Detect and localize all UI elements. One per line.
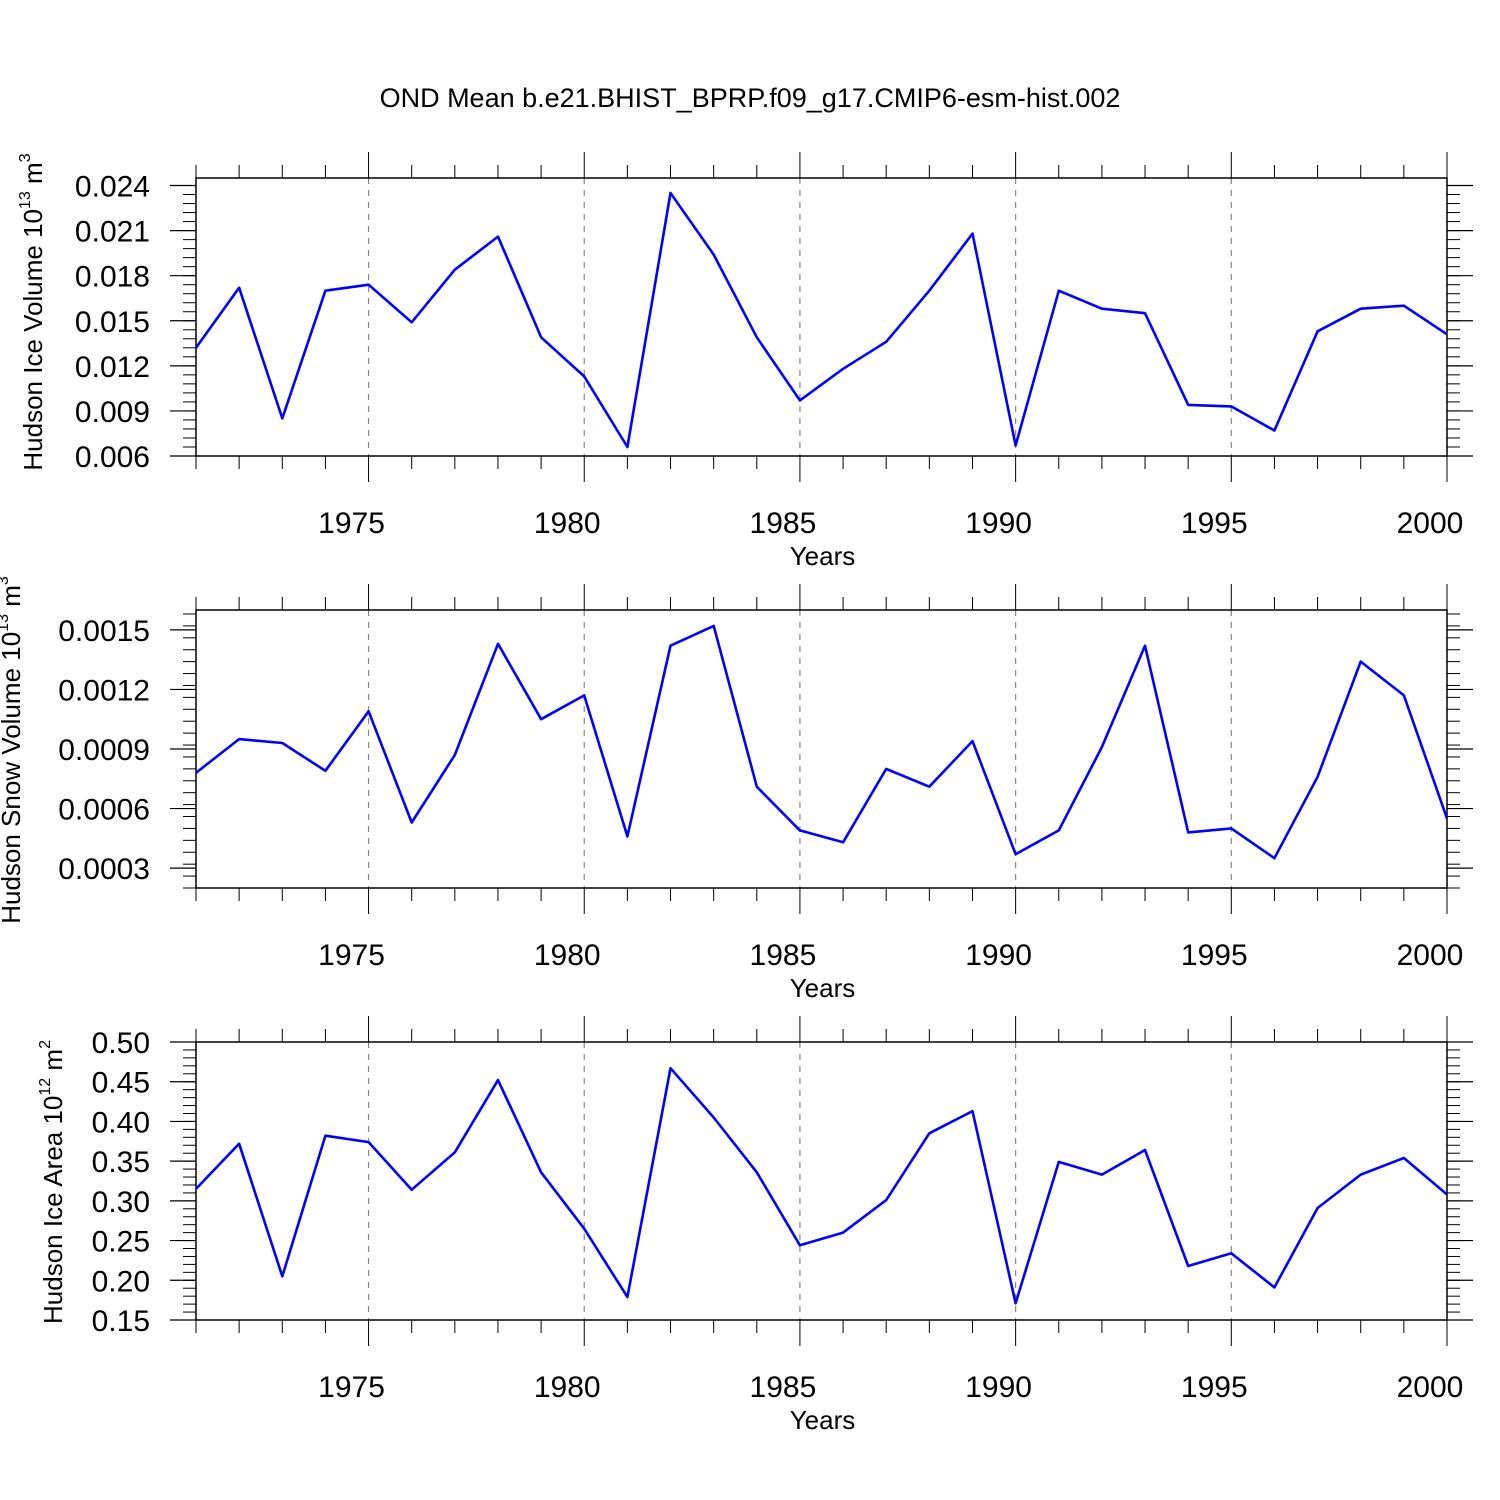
x-tick-label: 1985	[750, 1371, 817, 1404]
y-axis-title-text: Hudson Ice Area 10	[38, 1096, 68, 1324]
y-tick-label: 0.35	[92, 1146, 150, 1179]
panel-3: 0.15 0.20 0.25 0.30 0.35 0.40 0.45 0.50 1975 1980…	[37, 1016, 1473, 1435]
x-tick-label: 1990	[965, 507, 1032, 540]
x-axis-title: Years	[790, 541, 856, 571]
series-line	[195, 624, 1449, 860]
x-tick-label: 1995	[1181, 939, 1248, 972]
y-axis-unit: m	[0, 585, 26, 614]
plot-frame	[195, 609, 1448, 889]
y-axis-unit: m	[38, 1049, 68, 1078]
x-tick-label: 1980	[534, 507, 601, 540]
y-axis-unit-exponent: 3	[17, 153, 34, 162]
x-tick-label: 1995	[1181, 507, 1248, 540]
chart-title: OND Mean b.e21.BHIST_BPRP.f09_g17.CMIP6-…	[380, 83, 1121, 113]
series-line	[194, 191, 1448, 449]
x-tick-label: 1975	[318, 1371, 385, 1404]
x-tick-label: 2000	[1397, 507, 1464, 540]
y-axis-unit-exponent: 2	[37, 1040, 54, 1049]
y-tick-label: 0.0003	[58, 853, 150, 886]
plot-frame	[195, 1041, 1448, 1321]
x-axis-title: Years	[790, 1405, 856, 1435]
x-tick-label: 1995	[1181, 1371, 1248, 1404]
y-tick-label: 0.015	[75, 306, 150, 339]
x-tick-label: 1980	[534, 939, 601, 972]
y-tick-label: 0.018	[75, 261, 150, 294]
y-tick-label: 0.20	[92, 1265, 150, 1298]
y-axis-title-text: Hudson Ice Volume 10	[18, 209, 48, 471]
y-axis-exponent: 13	[17, 191, 34, 209]
x-tick-label: 1975	[318, 939, 385, 972]
x-tick-label: 1990	[965, 1371, 1032, 1404]
y-tick-label: 0.15	[92, 1305, 150, 1338]
panel-2: 0.0003 0.0006 0.0009 0.0012 0.0015 1975 1980 19…	[0, 576, 1473, 1003]
y-tick-label: 0.021	[75, 216, 150, 249]
x-axis-title: Years	[790, 973, 856, 1003]
y-tick-label: 0.0009	[58, 734, 150, 767]
y-tick-label: 0.50	[92, 1027, 150, 1060]
panel-1: 0.006 0.009 0.012 0.015 0.018 0.021 0.024 1975 1…	[17, 152, 1473, 571]
x-tick-label: 1980	[534, 1371, 601, 1404]
y-axis-unit-exponent: 3	[0, 576, 12, 585]
plot-frame	[195, 177, 1448, 457]
panels: 0.006 0.009 0.012 0.015 0.018 0.021 0.024 1975 1…	[0, 152, 1473, 1435]
y-tick-label: 0.0006	[58, 794, 150, 827]
y-tick-label: 0.0012	[58, 674, 150, 707]
y-tick-label: 0.40	[92, 1106, 150, 1139]
y-axis-title: Hudson Snow Volume 1013 m3	[0, 576, 26, 924]
y-tick-label: 0.0015	[58, 615, 150, 648]
y-tick-label: 0.45	[92, 1067, 150, 1100]
y-axis-exponent: 13	[0, 614, 12, 632]
x-tick-label: 1975	[318, 507, 385, 540]
y-axis-exponent: 12	[37, 1078, 54, 1096]
y-tick-label: 0.012	[75, 351, 150, 384]
y-tick-label: 0.009	[75, 396, 150, 429]
x-tick-label: 1990	[965, 939, 1032, 972]
y-axis-title-text: Hudson Snow Volume 10	[0, 632, 26, 924]
y-axis-unit: m	[18, 162, 48, 191]
y-tick-label: 0.25	[92, 1226, 150, 1259]
x-tick-label: 2000	[1397, 1371, 1464, 1404]
y-tick-label: 0.30	[92, 1186, 150, 1219]
series-line	[195, 1066, 1448, 1305]
x-tick-label: 1985	[750, 939, 817, 972]
x-tick-label: 2000	[1397, 939, 1464, 972]
x-tick-label: 1985	[750, 507, 817, 540]
y-axis-title: Hudson Ice Volume 1013 m3	[17, 153, 48, 470]
y-axis-title: Hudson Ice Area 1012 m2	[37, 1040, 68, 1324]
y-tick-label: 0.024	[75, 171, 150, 204]
y-tick-label: 0.006	[75, 441, 150, 474]
